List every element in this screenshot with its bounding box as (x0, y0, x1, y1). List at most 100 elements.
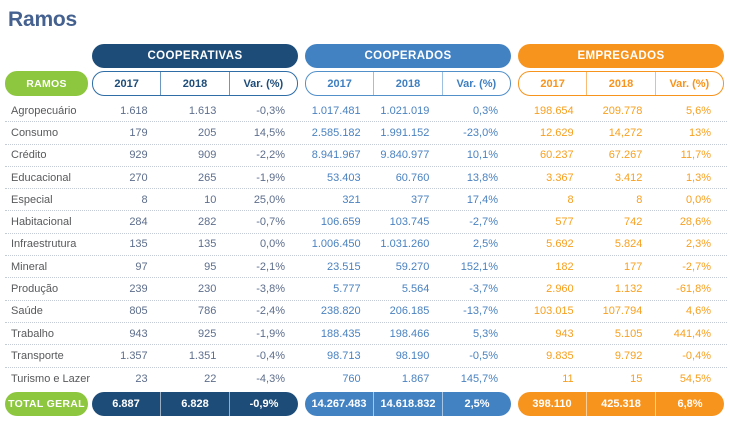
row-group-cooperativas: 284 282 -0,7% (92, 216, 298, 228)
cell: 98.190 (395, 349, 430, 362)
cell: 929 (129, 149, 148, 162)
cell: 925 (197, 327, 217, 340)
subheader-box-cooperativas: 2017 2018 Var. (%) (92, 71, 298, 96)
table-row: Educacional 270 265 -1,9% 53.403 60.760 … (5, 167, 727, 190)
cell: 28,6% (679, 216, 712, 229)
row-group-cooperados: 1.017.481 1.021.019 0,3% (305, 105, 511, 117)
cell: 5.777 (333, 283, 361, 296)
table-row: Mineral 97 95 -2,1% 23.515 59.270 152,1%… (5, 256, 727, 279)
cell: 0,0% (685, 193, 712, 206)
table-row: Trabalho 943 925 -1,9% 188.435 198.466 5… (5, 323, 727, 346)
total-label-pill: TOTAL GERAL (5, 391, 88, 416)
cell: 209.778 (602, 104, 643, 117)
cell: 1.031.260 (380, 238, 430, 251)
cell: 0,3% (472, 104, 499, 117)
cell: -2,1% (256, 260, 286, 273)
cell: 5,6% (685, 104, 712, 117)
total-cell: 14.618.832 (373, 391, 442, 416)
cell: 135 (129, 238, 148, 251)
row-group-cooperados: 321 377 17,4% (305, 194, 511, 206)
cell: 230 (197, 283, 217, 296)
cell: 1.021.019 (380, 104, 430, 117)
cell: 135 (197, 238, 217, 251)
row-group-cooperados: 98.713 98.190 -0,5% (305, 350, 511, 362)
cell: 943 (555, 327, 574, 340)
row-group-empregados: 182 177 -2,7% (518, 261, 724, 273)
row-group-empregados: 2.960 1.132 -61,8% (518, 283, 724, 295)
cell: 22 (204, 372, 217, 385)
row-group-cooperados: 2.585.182 1.991.152 -23,0% (305, 127, 511, 139)
cell: 5,3% (472, 327, 499, 340)
cell: 3.367 (546, 171, 574, 184)
row-label: Turismo e Lazer (11, 372, 91, 385)
cell: 577 (555, 216, 574, 229)
cell: 53.403 (327, 171, 361, 184)
cell: 238.820 (320, 305, 361, 318)
row-label: Especial (11, 193, 53, 206)
row-group-empregados: 60.237 67.267 11,7% (518, 149, 724, 161)
cell: 5.824 (614, 238, 643, 251)
cell: 265 (197, 171, 217, 184)
group-header-cooperativas: COOPERATIVAS (92, 44, 298, 68)
cell: 8 (567, 193, 574, 206)
row-group-cooperativas: 1.618 1.613 -0,3% (92, 105, 298, 117)
cell: -1,9% (256, 171, 286, 184)
cell: 98.713 (327, 349, 361, 362)
cell: -61,8% (676, 283, 712, 296)
cell: 8.941.967 (311, 149, 361, 162)
row-label: Produção (11, 283, 59, 296)
row-group-empregados: 9.835 9.792 -0,4% (518, 350, 724, 362)
row-label: Mineral (11, 260, 48, 273)
cell: 284 (129, 216, 148, 229)
row-group-cooperados: 760 1.867 145,7% (305, 373, 511, 385)
cell: 152,1% (460, 260, 499, 273)
cell: 59.270 (395, 260, 430, 273)
cell: 786 (197, 305, 217, 318)
total-cooperativas-pill: 6.887 6.828 -0,9% (92, 391, 298, 416)
cell: -0,5% (469, 349, 499, 362)
row-group-cooperados: 1.006.450 1.031.260 2,5% (305, 238, 511, 250)
cell: 1.867 (401, 372, 430, 385)
cell: 179 (129, 126, 148, 139)
row-group-cooperativas: 943 925 -1,9% (92, 328, 298, 340)
cell: 60.237 (540, 149, 574, 162)
cell: 2,3% (685, 238, 712, 251)
row-group-cooperativas: 805 786 -2,4% (92, 305, 298, 317)
row-group-empregados: 11 15 54,5% (518, 373, 724, 385)
cell: 13,8% (466, 171, 499, 184)
row-group-cooperados: 8.941.967 9.840.977 10,1% (305, 149, 511, 161)
total-row: TOTAL GERAL 6.887 6.828 -0,9% 14.267.483… (5, 391, 727, 416)
table-row: Infraestrutura 135 135 0,0% 1.006.450 1.… (5, 234, 727, 257)
table-row: Consumo 179 205 14,5% 2.585.182 1.991.15… (5, 122, 727, 145)
cell: 321 (342, 193, 361, 206)
cell: 54,5% (679, 372, 712, 385)
cell: 1.991.152 (380, 126, 430, 139)
row-group-empregados: 943 5.105 441,4% (518, 328, 724, 340)
cell: 943 (129, 327, 148, 340)
row-group-cooperados: 188.435 198.466 5,3% (305, 328, 511, 340)
cell: -0,3% (256, 104, 286, 117)
cell: -2,7% (682, 260, 712, 273)
cell: 12.629 (540, 126, 574, 139)
cell: 103.015 (533, 305, 574, 318)
total-cell: 2,5% (442, 391, 511, 416)
cell: 1.351 (188, 349, 217, 362)
cell: 8 (636, 193, 643, 206)
cell: 4,6% (685, 305, 712, 318)
row-label: Educacional (11, 171, 71, 184)
cell: 9.835 (546, 349, 574, 362)
cell: 107.794 (602, 305, 643, 318)
subheader-2017: 2017 (114, 77, 139, 90)
cell: 5.564 (401, 283, 430, 296)
cell: 205 (197, 126, 217, 139)
cell: 3.412 (614, 171, 643, 184)
row-group-cooperados: 106.659 103.745 -2,7% (305, 216, 511, 228)
table-row: Transporte 1.357 1.351 -0,4% 98.713 98.1… (5, 345, 727, 368)
cell: 10,1% (466, 149, 499, 162)
total-cell: 6,8% (655, 391, 724, 416)
total-cell: 14.267.483 (311, 397, 367, 410)
cell: -2,4% (256, 305, 286, 318)
row-group-cooperativas: 23 22 -4,3% (92, 373, 298, 385)
cell: 15 (630, 372, 643, 385)
subheader-box-cooperados: 2017 2018 Var. (%) (305, 71, 511, 96)
